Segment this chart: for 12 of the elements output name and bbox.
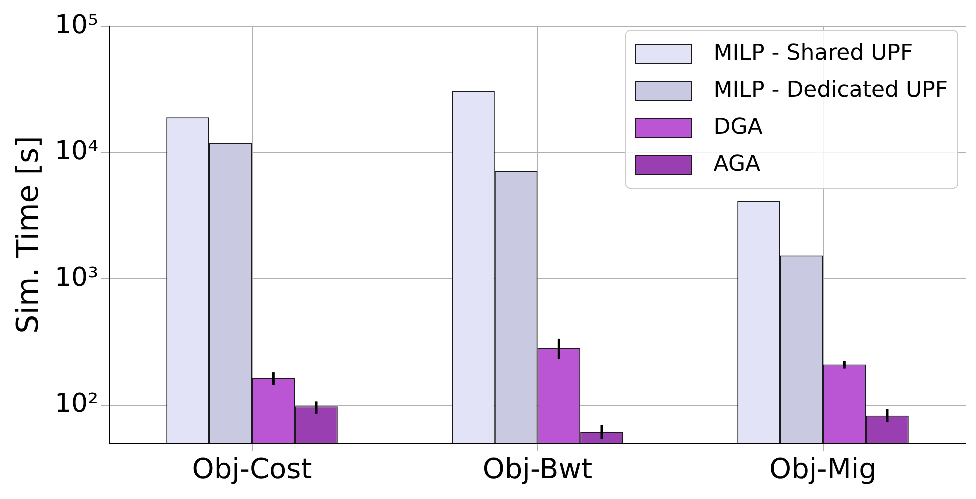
x-tick-label: Obj-Cost: [192, 452, 312, 486]
legend-label: AGA: [714, 152, 761, 177]
y-tick-label: 10²: [54, 389, 99, 420]
y-tick-label: 10⁴: [54, 136, 99, 167]
x-tick-label: Obj-Bwt: [482, 452, 593, 486]
y-axis-title: Sim. Time [s]: [10, 136, 46, 334]
y-tick-label: 10³: [54, 262, 99, 293]
x-tick-label: Obj-Mig: [770, 452, 877, 486]
legend-label: MILP - Shared UPF: [714, 40, 914, 66]
y-tick-label: 10⁵: [54, 10, 99, 40]
legend-label: MILP - Dedicated UPF: [714, 78, 948, 103]
legend-label: DGA: [714, 114, 763, 140]
